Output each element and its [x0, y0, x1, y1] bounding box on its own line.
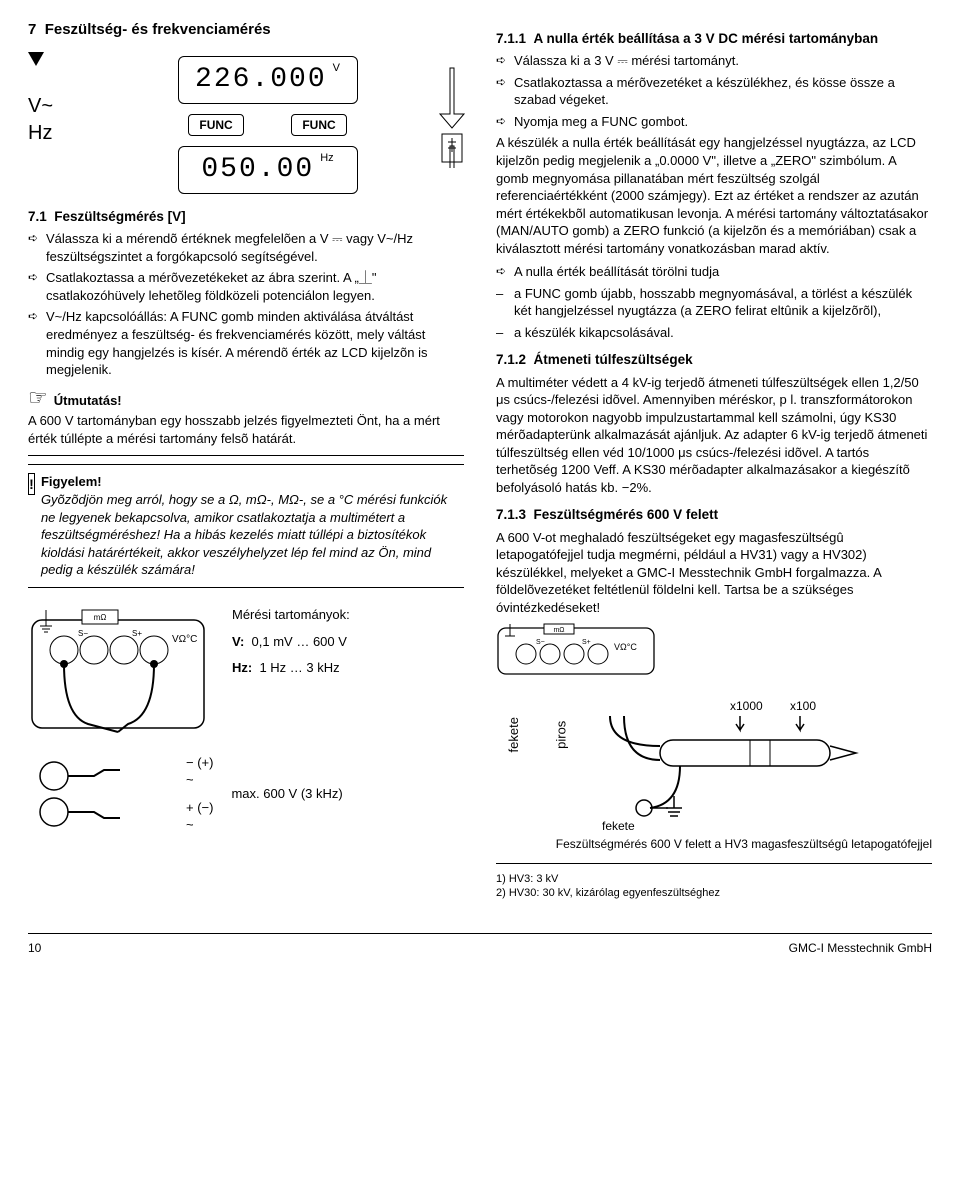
func-button-1[interactable]: FUNC: [188, 114, 243, 136]
sub711-dashes: a FUNC gomb újabb, hosszabb megnyomásáva…: [496, 285, 932, 342]
footnote-1: 1) HV3: 3 kV: [496, 872, 932, 887]
svg-text:S+: S+: [132, 629, 142, 638]
svg-text:VΩ°C: VΩ°C: [172, 634, 197, 645]
list-item: a FUNC gomb újabb, hosszabb megnyomásáva…: [496, 285, 932, 320]
sub713-body: A 600 V-ot meghaladó feszültségeket egy …: [496, 529, 932, 617]
list-item: V~/Hz kapcsolóállás: A FUNC gomb minden …: [28, 308, 464, 378]
sub711-title: 7.1.1 A nulla érték beállítása a 3 V DC …: [496, 30, 932, 48]
svg-text:mΩ: mΩ: [94, 613, 107, 622]
utmutatas-block: Útmutatás! A 600 V tartományban egy hoss…: [28, 383, 464, 448]
wire-labels-left: fekete piros: [496, 726, 576, 744]
sub712-title: 7.1.2 Átmeneti túlfeszültségek: [496, 351, 932, 369]
meter-diagram-right-small: mΩ S− S+ VΩ°C: [496, 622, 932, 678]
measurement-ranges: Mérési tartományok: V: 0,1 mV … 600 V Hz…: [232, 606, 350, 677]
vtilde-hz-symbol: V~Hz: [28, 52, 53, 165]
svg-text:S+: S+: [582, 639, 591, 646]
func-button-2[interactable]: FUNC: [291, 114, 346, 136]
svg-text:VΩ°C: VΩ°C: [614, 642, 637, 652]
section-title: 7 Feszültség- és frekvenciamérés: [28, 20, 464, 40]
list-item: Csatlakoztassa a mérõvezetékeket az ábra…: [28, 269, 464, 304]
list-item: Nyomja meg a FUNC gombot.: [496, 113, 932, 131]
hv-probe-diagram: x1000 x100: [600, 696, 860, 846]
list-item: Válassza ki a 3 V ⎓ mérési tartományt.: [496, 52, 932, 70]
svg-text:S−: S−: [78, 629, 88, 638]
sub71-bullets: Válassza ki a mérendõ értéknek megfelelõ…: [28, 230, 464, 378]
svg-text:mΩ: mΩ: [553, 627, 564, 634]
sub71-title: 7.1 Feszültségmérés [V]: [28, 208, 464, 226]
figyelem-block: ! Figyelem! Gyõzõdjön meg arról, hogy se…: [28, 473, 464, 578]
swap-arrow-icon: [438, 60, 474, 170]
lcd-display-2: 050.00Hz: [178, 146, 358, 194]
svg-text:x100: x100: [790, 699, 816, 713]
page-footer: 10 GMC-I Messtechnik GmbH: [28, 933, 932, 956]
brand-label: GMC-I Messtechnik GmbH: [789, 940, 932, 956]
max-voltage-label: max. 600 V (3 kHz): [231, 785, 342, 803]
meter-diagram-left: mΩ S− S+ VΩ°C: [28, 606, 208, 736]
list-item: A nulla érték beállítását törölni tudja: [496, 263, 932, 281]
svg-text:fekete: fekete: [602, 819, 635, 833]
list-item: a készülék kikapcsolásával.: [496, 324, 932, 342]
sub712-body: A multiméter védett a 4 kV-ig terjedõ át…: [496, 374, 932, 497]
svg-text:S−: S−: [536, 639, 545, 646]
warning-icon: !: [28, 473, 35, 495]
hv-caption: Feszültségmérés 600 V felett a HV3 magas…: [496, 836, 932, 852]
sub711-bullets: Válassza ki a 3 V ⎓ mérési tartományt. C…: [496, 52, 932, 130]
sub711-body: A készülék a nulla érték beállítását egy…: [496, 134, 932, 257]
list-item: Válassza ki a mérendõ értéknek megfelelõ…: [28, 230, 464, 265]
lcd-display-1: 226.000V: [178, 56, 358, 104]
probe-tips-icon: [28, 754, 168, 834]
svg-text:x1000: x1000: [730, 699, 763, 713]
sub713-title: 7.1.3 Feszültségmérés 600 V felett: [496, 506, 932, 524]
sub711-bullets2: A nulla érték beállítását törölni tudja: [496, 263, 932, 281]
list-item: Csatlakoztassa a mérõvezetéket a készülé…: [496, 74, 932, 109]
page-number: 10: [28, 940, 41, 956]
footnote-2: 2) HV30: 30 kV, kizárólag egyenfeszültsé…: [496, 886, 932, 901]
polarity-labels: − (+) ~ + (−) ~: [186, 754, 213, 834]
